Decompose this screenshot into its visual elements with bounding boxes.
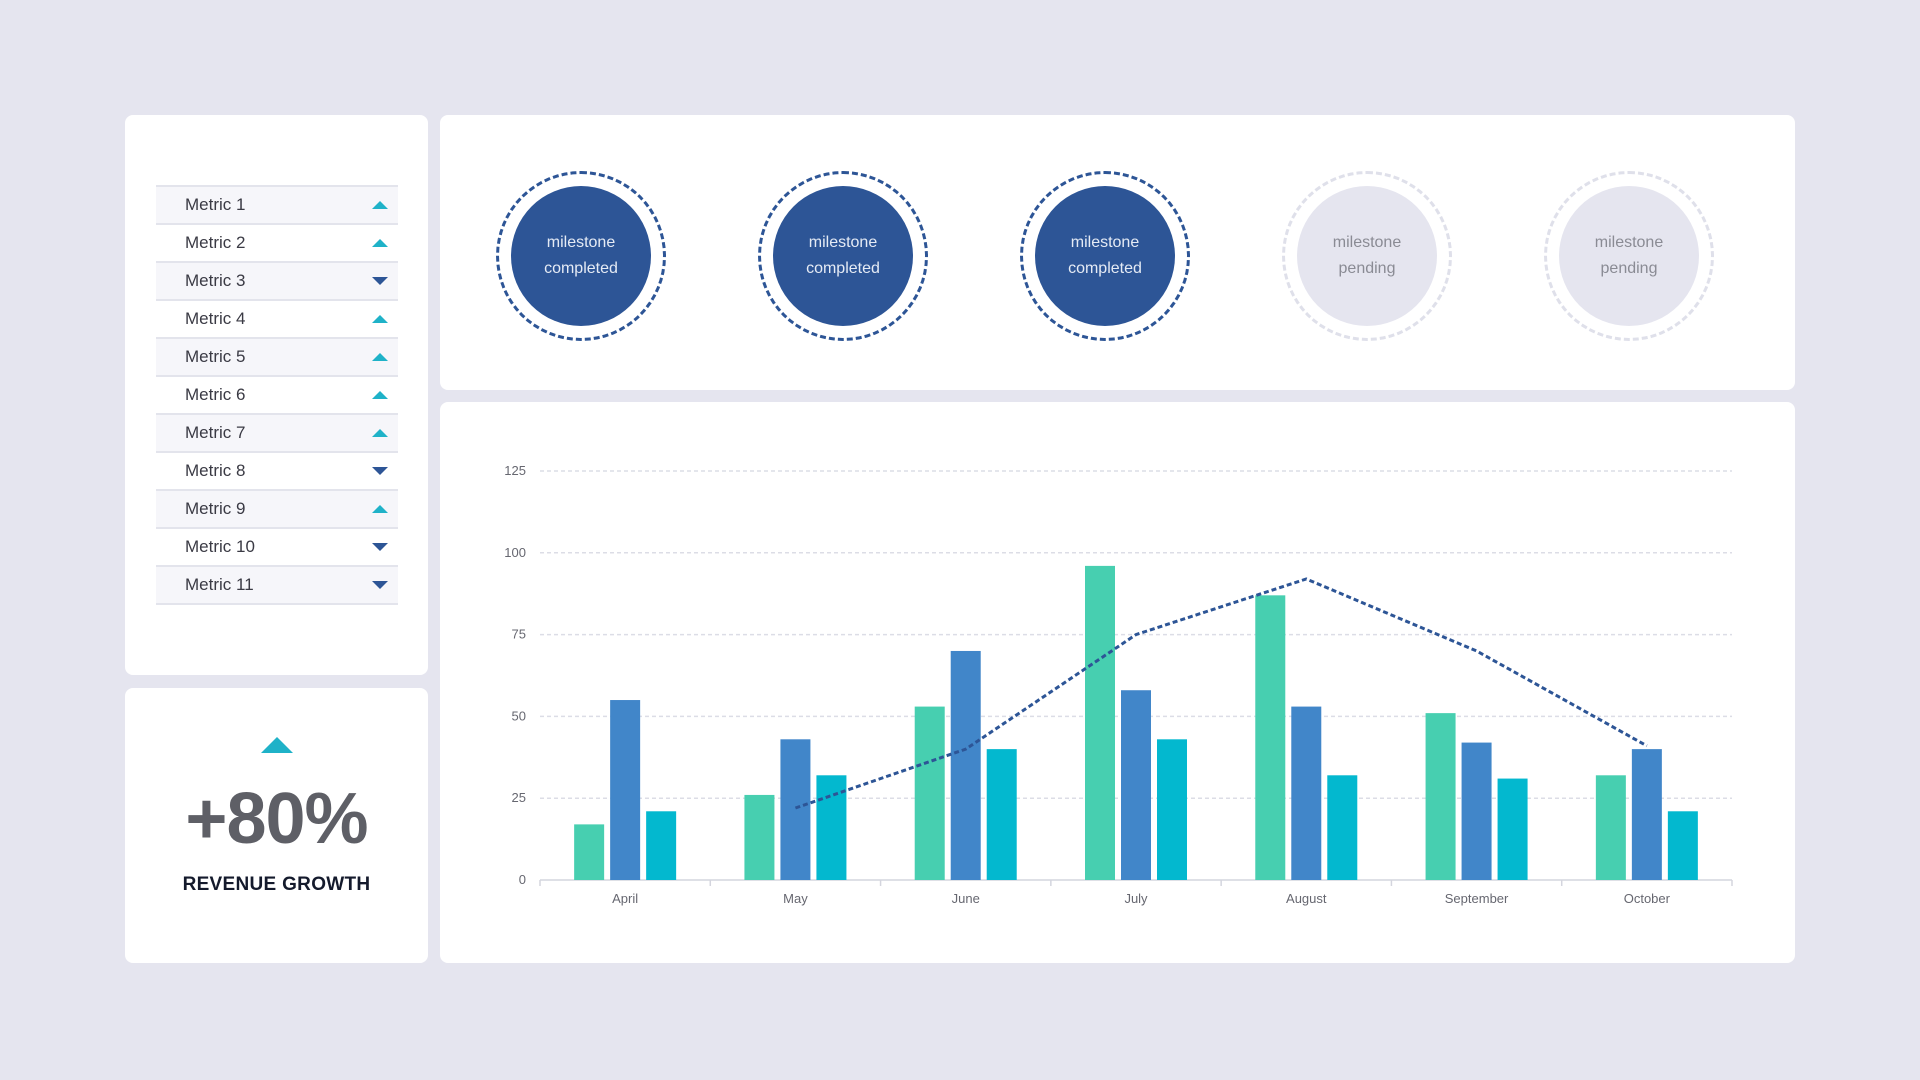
bar xyxy=(1667,811,1698,880)
metric-label: Metric 11 xyxy=(185,575,254,594)
metric-label: Metric 9 xyxy=(185,499,246,518)
milestone-2-line1: milestone xyxy=(808,234,878,251)
metric-label: Metric 6 xyxy=(185,385,246,404)
metric-list: Metric 1 Metric 2 Metric 3 Metric 4 Metric 5… xyxy=(156,185,398,605)
milestone-1-circle: milestone completed xyxy=(511,186,651,326)
triangle-up-icon xyxy=(372,429,388,437)
growth-value: +80% xyxy=(185,779,368,859)
x-tick-label: May xyxy=(783,891,808,906)
metric-label: Metric 5 xyxy=(185,347,246,366)
milestone-5-line1: milestone xyxy=(1594,234,1664,251)
metric-row[interactable]: Metric 11 xyxy=(156,567,398,605)
milestones-panel: milestone completed milestone completed … xyxy=(440,115,1795,390)
triangle-up-icon xyxy=(372,239,388,247)
metric-row[interactable]: Metric 10 xyxy=(156,529,398,567)
triangle-up-icon xyxy=(372,391,388,399)
milestone-5-line2: pending xyxy=(1600,260,1658,277)
x-tick-label: April xyxy=(612,891,638,906)
milestone-3-circle: milestone completed xyxy=(1035,186,1175,326)
y-tick-label: 50 xyxy=(512,708,526,723)
triangle-up-icon xyxy=(372,353,388,361)
milestone-3-line2: completed xyxy=(1068,260,1142,277)
bar xyxy=(1291,706,1322,880)
bar xyxy=(1595,775,1626,880)
x-tick-label: October xyxy=(1624,891,1671,906)
bar xyxy=(914,706,945,880)
y-tick-label: 125 xyxy=(504,463,526,478)
revenue-growth-panel: +80% REVENUE GROWTH xyxy=(125,688,428,963)
bar xyxy=(1461,742,1492,880)
bar xyxy=(1497,778,1528,880)
triangle-up-icon xyxy=(372,201,388,209)
metric-row[interactable]: Metric 5 xyxy=(156,339,398,377)
metric-row[interactable]: Metric 3 xyxy=(156,263,398,301)
milestone-2-circle: milestone completed xyxy=(773,186,913,326)
y-tick-label: 0 xyxy=(519,872,526,887)
metrics-panel: Metric 1 Metric 2 Metric 3 Metric 4 Metric 5… xyxy=(125,115,428,675)
bar-line-chart: 0 25 50 75 100 125 April May June July August Septe… xyxy=(504,463,1733,906)
growth-label: REVENUE GROWTH xyxy=(182,874,371,895)
metric-label: Metric 3 xyxy=(185,271,246,290)
milestone-2[interactable]: milestone completed xyxy=(758,171,928,341)
bar xyxy=(1255,595,1286,880)
metric-label: Metric 4 xyxy=(185,309,246,328)
chart-panel: 0 25 50 75 100 125 April May June July August Septe… xyxy=(440,402,1795,963)
bar xyxy=(646,811,677,880)
milestone-1-line1: milestone xyxy=(546,234,616,251)
metric-row[interactable]: Metric 1 xyxy=(156,187,398,225)
metric-label: Metric 7 xyxy=(185,423,246,442)
milestone-5-circle: milestone pending xyxy=(1559,186,1699,326)
x-tick-label: September xyxy=(1445,891,1509,906)
milestone-1[interactable]: milestone completed xyxy=(496,171,666,341)
metric-row[interactable]: Metric 9 xyxy=(156,491,398,529)
bar xyxy=(1631,749,1662,880)
bar xyxy=(610,700,641,880)
x-tick-label: July xyxy=(1124,891,1148,906)
triangle-down-icon xyxy=(372,543,388,551)
bar xyxy=(1121,690,1151,880)
milestone-3-line1: milestone xyxy=(1070,234,1140,251)
bar xyxy=(1157,739,1187,880)
y-tick-label: 100 xyxy=(504,545,526,560)
x-tick-label: August xyxy=(1286,891,1327,906)
bar xyxy=(780,739,811,880)
trend-line xyxy=(794,577,1648,810)
growth-up-arrow-icon xyxy=(261,737,293,753)
y-tick-label: 75 xyxy=(512,627,526,642)
milestone-5[interactable]: milestone pending xyxy=(1544,171,1714,341)
y-tick-label: 25 xyxy=(512,790,526,805)
metric-row[interactable]: Metric 7 xyxy=(156,415,398,453)
milestone-4-line1: milestone xyxy=(1332,234,1402,251)
bar xyxy=(574,824,605,880)
metric-label: Metric 2 xyxy=(185,233,246,252)
metric-label: Metric 1 xyxy=(185,195,246,214)
bar xyxy=(1425,713,1456,880)
milestone-1-line2: completed xyxy=(544,260,618,277)
metric-row[interactable]: Metric 4 xyxy=(156,301,398,339)
metric-row[interactable]: Metric 8 xyxy=(156,453,398,491)
metric-label: Metric 8 xyxy=(185,461,246,480)
milestone-4-line2: pending xyxy=(1338,260,1396,277)
triangle-down-icon xyxy=(372,277,388,285)
bar xyxy=(1085,565,1115,880)
milestone-2-line2: completed xyxy=(806,260,880,277)
triangle-up-icon xyxy=(372,505,388,513)
milestone-4-circle: milestone pending xyxy=(1297,186,1437,326)
triangle-down-icon xyxy=(372,581,388,589)
bar xyxy=(744,794,775,880)
milestone-3[interactable]: milestone completed xyxy=(1020,171,1190,341)
bar xyxy=(986,749,1017,880)
bar xyxy=(1327,775,1358,880)
x-tick-label: June xyxy=(952,891,980,906)
bar xyxy=(950,650,981,880)
triangle-down-icon xyxy=(372,467,388,475)
triangle-up-icon xyxy=(372,315,388,323)
metric-label: Metric 10 xyxy=(185,537,255,556)
metric-row[interactable]: Metric 6 xyxy=(156,377,398,415)
metric-row[interactable]: Metric 2 xyxy=(156,225,398,263)
milestone-4[interactable]: milestone pending xyxy=(1282,171,1452,341)
